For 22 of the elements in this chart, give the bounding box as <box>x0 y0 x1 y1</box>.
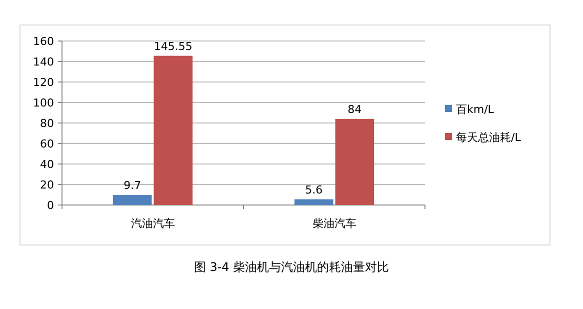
x-tick-label: 柴油汽车 <box>312 217 356 230</box>
bar <box>294 199 334 205</box>
legend-label: 百km/L <box>456 102 495 116</box>
data-label: 9.7 <box>124 179 142 192</box>
y-tick-label: 40 <box>40 158 54 171</box>
y-tick-label: 120 <box>33 76 54 89</box>
y-tick-label: 60 <box>40 137 54 150</box>
y-tick-label: 20 <box>40 178 54 192</box>
y-tick-label: 0 <box>47 198 54 212</box>
legend-label: 每天总油耗/L <box>456 130 522 144</box>
data-label: 5.6 <box>305 183 323 196</box>
y-tick-label: 140 <box>33 55 54 68</box>
y-tick-label: 100 <box>33 96 54 110</box>
bar <box>112 195 152 205</box>
y-tick-label: 160 <box>33 34 54 48</box>
x-tick-label: 汽油汽车 <box>130 217 175 230</box>
bar <box>154 56 193 205</box>
y-tick-label: 80 <box>40 116 54 130</box>
data-label: 145.55 <box>154 40 192 53</box>
data-label: 84 <box>348 102 362 116</box>
bar <box>335 118 374 205</box>
text: 图 3-4 柴油机与汽油机的耗油量对比 <box>194 260 390 274</box>
